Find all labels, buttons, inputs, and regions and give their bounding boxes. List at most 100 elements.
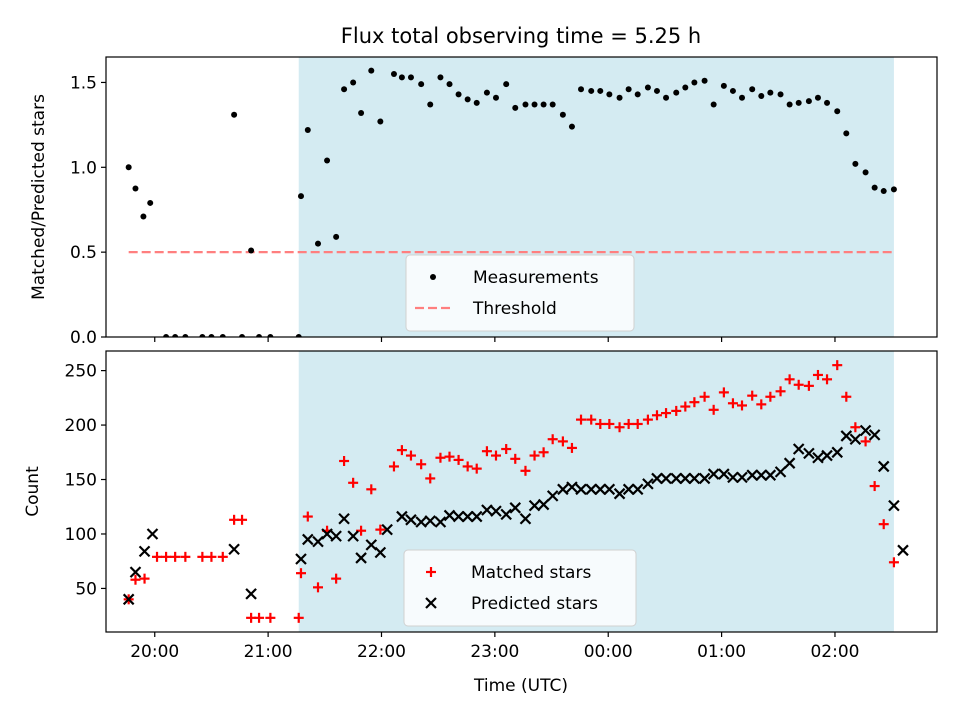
- cross-b: [566, 481, 578, 493]
- data-point: [231, 111, 238, 118]
- data-point: [699, 391, 710, 402]
- cross-b: [452, 510, 465, 523]
- data-point: [217, 551, 228, 562]
- data-point: [878, 519, 889, 530]
- data-point: [578, 86, 585, 93]
- data-point: [747, 390, 758, 401]
- data-point: [228, 543, 240, 556]
- cross-b: [138, 545, 151, 558]
- data-point: [680, 401, 691, 412]
- x-tick-label: 01:00: [697, 642, 746, 662]
- data-point: [595, 418, 606, 429]
- data-point: [396, 510, 408, 523]
- data-point: [297, 193, 304, 200]
- data-point: [623, 418, 634, 429]
- y-tick-label: 1.5: [70, 73, 97, 93]
- data-point: [443, 509, 456, 522]
- data-point: [546, 490, 559, 502]
- data-point: [377, 118, 384, 125]
- data-point: [616, 94, 623, 101]
- data-point: [139, 573, 150, 584]
- data-point: [670, 472, 683, 485]
- cross-b: [622, 483, 635, 496]
- data-point: [348, 477, 359, 488]
- data-point: [172, 334, 179, 337]
- cross-b: [228, 543, 240, 556]
- data-point: [396, 445, 407, 456]
- data-point: [312, 535, 324, 548]
- data-point: [470, 510, 483, 523]
- data-point: [718, 387, 729, 398]
- data-point: [603, 483, 616, 496]
- data-point: [758, 93, 765, 100]
- data-point: [852, 160, 859, 167]
- data-point: [576, 414, 587, 425]
- data-point: [140, 213, 147, 220]
- data-point: [737, 400, 748, 411]
- data-point: [347, 530, 359, 542]
- data-point: [831, 446, 844, 459]
- data-point: [424, 515, 437, 527]
- y-axis-label: Matched/Predicted stars: [29, 94, 49, 300]
- data-point: [512, 104, 519, 111]
- cross-b: [509, 502, 522, 514]
- legend-marker: [430, 274, 436, 280]
- data-point: [437, 74, 444, 81]
- bottom-panel-counts: 50 100 150 200 250 20:00 21:00 22:00 23:00 00:00 0…: [23, 350, 938, 662]
- data-point: [295, 568, 306, 579]
- cross-b: [831, 446, 844, 459]
- data-point: [549, 101, 556, 108]
- data-point: [783, 457, 796, 469]
- cross-b: [613, 487, 626, 500]
- data-point: [622, 483, 635, 496]
- data-point: [775, 386, 786, 397]
- data-point: [483, 89, 490, 96]
- data-point: [405, 514, 417, 526]
- data-point: [710, 101, 717, 108]
- data-point: [455, 91, 462, 98]
- y-tick-label: 50: [75, 579, 97, 599]
- y-tick-label: 100: [65, 525, 97, 545]
- data-point: [522, 101, 529, 108]
- legend-label: Threshold: [472, 299, 557, 319]
- data-point: [625, 86, 632, 93]
- data-point: [170, 551, 181, 562]
- data-point: [868, 429, 881, 441]
- data-point: [529, 450, 540, 461]
- data-point: [152, 551, 163, 562]
- data-point: [330, 530, 342, 542]
- cross-b: [381, 523, 393, 536]
- x-tick-label: 20:00: [130, 642, 179, 662]
- cross-b: [803, 447, 815, 460]
- data-point: [388, 461, 399, 472]
- data-point: [660, 472, 672, 485]
- data-point: [764, 469, 777, 481]
- data-point: [888, 557, 899, 568]
- data-point: [519, 512, 532, 525]
- data-point: [786, 101, 793, 108]
- y-tick-label: 250: [65, 362, 97, 382]
- data-point: [812, 451, 824, 464]
- x-axis-label: Time (UTC): [473, 676, 568, 696]
- data-point: [755, 469, 768, 481]
- data-point: [434, 516, 447, 528]
- data-point: [452, 510, 465, 523]
- data-point: [661, 408, 672, 419]
- data-point: [481, 446, 492, 457]
- data-point: [254, 612, 265, 623]
- data-point: [341, 86, 348, 93]
- cross-b: [122, 593, 135, 606]
- cross-b: [603, 483, 616, 496]
- data-point: [446, 81, 453, 88]
- cross-b: [557, 483, 569, 496]
- data-point: [805, 98, 812, 105]
- cross-b: [347, 530, 359, 542]
- data-point: [537, 498, 550, 511]
- data-point: [219, 334, 226, 337]
- cross-b: [500, 508, 512, 521]
- data-point: [398, 74, 405, 81]
- x-tick-label: 22:00: [357, 642, 406, 662]
- series-measurements: [125, 67, 897, 337]
- data-point: [304, 126, 311, 133]
- cross-b: [868, 429, 881, 441]
